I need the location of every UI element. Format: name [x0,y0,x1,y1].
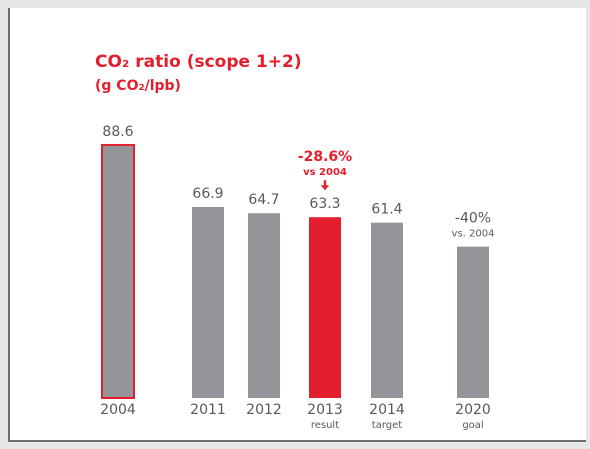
bar [309,217,341,398]
category-note: result [311,420,339,431]
x-tick-label: 2004 [100,402,136,418]
value-label: 66.9 [192,186,223,202]
annotation: -40% [455,211,491,227]
bar [457,246,489,398]
bar [371,222,403,398]
annotation-arrow [320,180,330,191]
value-label: 63.3 [309,196,340,212]
chart-title: CO₂ ratio (scope 1+2) [95,52,302,72]
x-tick-label: 2011 [190,402,226,418]
bar [248,213,280,398]
value-label: 88.6 [102,124,133,140]
bar [192,206,224,398]
value-label: 61.4 [371,202,402,218]
annotation-sub: vs. 2004 [452,229,495,240]
category-note: goal [462,420,483,431]
category-note: target [372,420,402,431]
value-label: 64.7 [248,192,279,208]
x-tick-label: 2014 [369,402,405,418]
panel [8,8,586,442]
x-tick-label: 2012 [246,402,282,418]
x-tick-label: 2020 [455,402,491,418]
bar [101,143,135,399]
annotation: -28.6% [298,149,352,165]
chart-subtitle: (g CO₂/lpb) [95,78,181,94]
x-tick-label: 2013 [307,402,343,418]
annotation-sub: vs 2004 [303,167,347,178]
